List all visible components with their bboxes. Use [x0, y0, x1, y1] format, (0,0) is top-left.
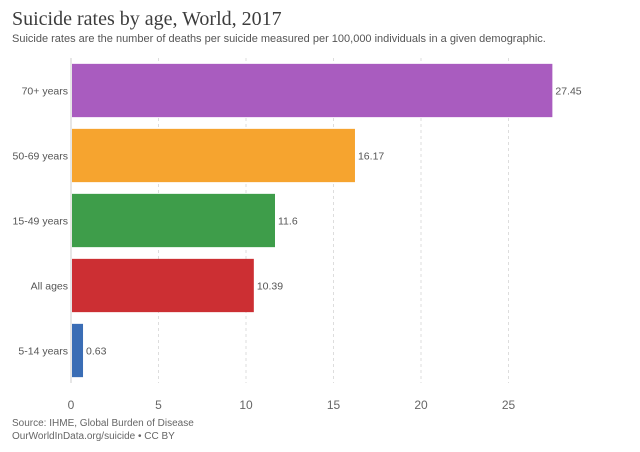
bar — [72, 128, 355, 183]
chart-title: Suicide rates by age, World, 2017 — [12, 8, 282, 30]
bar — [72, 193, 275, 248]
data-label: 10.39 — [257, 281, 283, 293]
data-label: 16.17 — [358, 151, 384, 163]
category-label: 50-69 years — [13, 151, 68, 163]
bar — [72, 63, 553, 118]
chart-subtitle: Suicide rates are the number of deaths p… — [12, 33, 546, 45]
category-label: All ages — [31, 281, 68, 293]
bar — [72, 258, 254, 313]
x-tick-label: 5 — [155, 398, 162, 412]
data-label: 0.63 — [86, 346, 107, 358]
category-label: 15-49 years — [13, 216, 68, 228]
x-tick-label: 15 — [327, 398, 341, 412]
data-label: 27.45 — [555, 86, 581, 98]
category-label: 5-14 years — [18, 346, 68, 358]
bar — [72, 323, 84, 378]
source-note: Source: IHME, Global Burden of Disease — [12, 418, 194, 429]
data-label: 11.6 — [278, 216, 298, 228]
x-tick-label: 10 — [239, 398, 253, 412]
category-label: 70+ years — [22, 86, 68, 98]
x-tick-label: 0 — [68, 398, 75, 412]
attribution-link[interactable]: OurWorldInData.org/suicide • CC BY — [12, 431, 175, 442]
x-tick-label: 20 — [414, 398, 428, 412]
x-tick-label: 25 — [502, 398, 516, 412]
